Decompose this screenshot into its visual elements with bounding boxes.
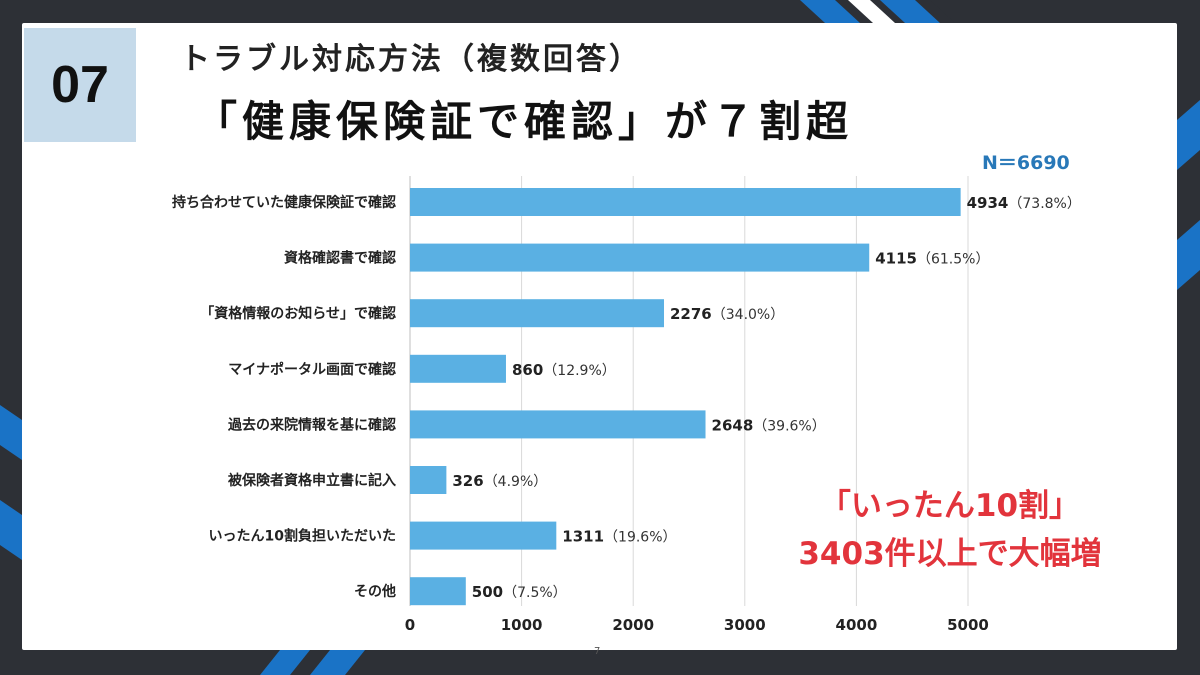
data-label: 1311（19.6%） [562,528,676,546]
bar [410,410,706,439]
percent-label: （4.9%） [484,474,548,490]
percent-label: （61.5%） [917,252,989,268]
x-tick-label: 1000 [501,616,543,634]
percent-label: （73.8%） [1008,196,1080,212]
category-label: その他 [354,583,396,600]
value-label: 4115 [875,250,917,268]
value-label: 860 [512,361,543,379]
bar [410,354,506,383]
sample-size-label: N＝6690 [982,152,1070,174]
bar [410,299,665,328]
title-line-2: 「健康保険証で確認」が７割超 [195,97,854,146]
category-label: 過去の来院情報を基に確認 [227,416,396,433]
page-number: 7 [594,646,601,657]
value-label: 1311 [562,528,604,546]
bar [410,243,870,272]
data-label: 4934（73.8%） [967,194,1081,212]
data-label: 2276（34.0%） [670,305,784,323]
percent-label: （34.0%） [712,307,784,323]
category-label: いったん10割負担いただいた [209,528,396,545]
x-tick-label: 4000 [836,616,878,634]
data-label: 860（12.9%） [512,361,616,379]
callout-line-2: 3403件以上で大幅増 [798,536,1102,572]
x-tick-label: 3000 [724,616,766,634]
title-line-1: トラブル対応方法（複数回答） [180,42,642,77]
value-label: 500 [472,583,503,601]
slide-panel [22,23,1177,650]
percent-label: （19.6%） [604,530,676,546]
value-label: 4934 [967,194,1009,212]
bar [410,188,961,216]
category-label: 資格確認書で確認 [284,250,396,267]
category-label: 持ち合わせていた健康保険証で確認 [172,194,396,211]
category-label: マイナポータル画面で確認 [228,361,396,378]
x-tick-label: 5000 [947,616,989,634]
category-label: 「資格情報のお知らせ」で確認 [200,305,396,322]
value-label: 326 [452,472,483,490]
value-label: 2276 [670,305,712,323]
data-label: 2648（39.6%） [712,416,826,434]
x-tick-label: 2000 [612,616,654,634]
bar [410,577,466,606]
bar [410,466,447,494]
value-label: 2648 [712,416,754,434]
callout-text: 「いったん10割」 3403件以上で大幅増 [760,482,1140,578]
percent-label: （12.9%） [543,363,615,379]
data-label: 4115（61.5%） [875,250,989,268]
callout-line-1: 「いったん10割」 [819,488,1081,524]
bar [410,521,557,550]
percent-label: （39.6%） [753,418,825,434]
section-number: 07 [51,56,109,114]
x-tick-label: 0 [405,616,415,634]
data-label: 326（4.9%） [452,472,547,490]
data-label: 500（7.5%） [472,583,567,601]
category-label: 被保険者資格申立書に記入 [228,472,396,489]
percent-label: （7.5%） [503,585,567,601]
section-number-badge: 07 [24,28,136,142]
